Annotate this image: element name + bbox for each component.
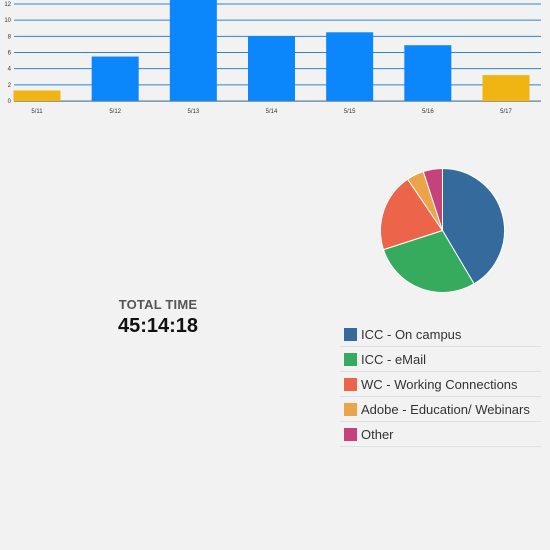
x-tick-label: 5/13: [187, 109, 199, 115]
legend-label: WC - Working Connections: [361, 376, 518, 392]
bar[interactable]: [169, 0, 217, 101]
pie-slice[interactable]: [422, 167, 443, 231]
legend-item[interactable]: Adobe - Education/ Webinars: [340, 397, 541, 422]
pie-legend: ICC - On campus ICC - eMail WC - Working…: [340, 322, 541, 447]
total-time-label: TOTAL TIME: [118, 297, 198, 312]
pie-slice[interactable]: [442, 167, 505, 285]
y-tick-label: 4: [8, 67, 12, 73]
category-pie-chart: [380, 167, 505, 293]
pie-slice[interactable]: [380, 178, 444, 251]
x-tick-label: 5/15: [344, 109, 356, 115]
x-tick-label: 5/17: [500, 109, 512, 115]
y-tick-label: 6: [8, 51, 12, 57]
legend-swatch: [344, 377, 357, 391]
x-tick-label: 5/16: [422, 109, 434, 115]
y-tick-label: 10: [4, 18, 11, 24]
y-tick-label: 2: [8, 83, 12, 89]
x-tick-label: 5/14: [266, 109, 278, 115]
legend-swatch: [344, 327, 357, 341]
bar[interactable]: [482, 75, 530, 101]
y-tick-label: 0: [8, 99, 12, 105]
bar[interactable]: [13, 90, 61, 101]
x-tick-label: 5/11: [31, 109, 43, 115]
total-time-block: TOTAL TIME 45:14:18: [98, 297, 218, 338]
legend-item[interactable]: ICC - On campus: [340, 322, 541, 347]
legend-swatch: [344, 427, 357, 441]
total-time-value: 45:14:18: [117, 315, 199, 337]
bar[interactable]: [404, 45, 452, 101]
pie-slice[interactable]: [382, 229, 475, 293]
legend-item[interactable]: WC - Working Connections: [340, 372, 541, 397]
legend-label: Adobe - Education/ Webinars: [361, 401, 530, 417]
bar[interactable]: [91, 56, 139, 101]
legend-swatch: [344, 402, 357, 416]
x-tick-label: 5/12: [109, 109, 121, 115]
legend-item[interactable]: ICC - eMail: [340, 347, 541, 372]
legend-label: ICC - eMail: [361, 351, 427, 367]
legend-label: Other: [361, 426, 394, 442]
bar[interactable]: [248, 36, 295, 102]
y-tick-label: 8: [8, 34, 12, 40]
legend-label: ICC - On campus: [361, 326, 462, 342]
bar[interactable]: [326, 32, 374, 101]
legend-item[interactable]: Other: [340, 422, 541, 447]
daily-bar-chart: 0 2 4 6 8 10 12 5/11 5/12 5/13 5/14 5/15 5/16 5/17: [4, 0, 541, 115]
legend-swatch: [344, 352, 357, 366]
y-tick-label: 12: [4, 2, 11, 8]
